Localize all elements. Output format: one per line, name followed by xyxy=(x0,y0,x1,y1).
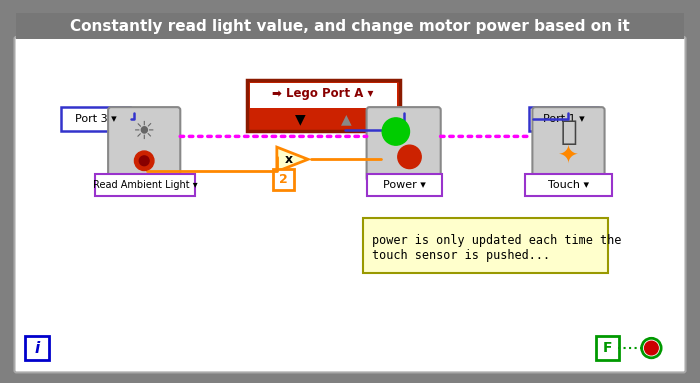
Text: ▲: ▲ xyxy=(340,112,351,126)
Text: power is only updated each time the
touch sensor is pushed...: power is only updated each time the touc… xyxy=(372,234,622,262)
FancyBboxPatch shape xyxy=(95,174,195,196)
Text: ▼: ▼ xyxy=(295,112,306,126)
Text: i: i xyxy=(34,340,39,355)
Circle shape xyxy=(139,156,149,166)
FancyBboxPatch shape xyxy=(596,336,620,360)
FancyBboxPatch shape xyxy=(524,174,612,196)
Text: x: x xyxy=(284,153,293,166)
FancyBboxPatch shape xyxy=(533,107,605,181)
Text: Touch ▾: Touch ▾ xyxy=(548,180,589,190)
FancyBboxPatch shape xyxy=(108,107,181,181)
Polygon shape xyxy=(276,147,308,172)
Text: Port 3 ▾: Port 3 ▾ xyxy=(75,114,116,124)
Text: Read Ambient Light ▾: Read Ambient Light ▾ xyxy=(93,180,197,190)
Text: F: F xyxy=(603,341,612,355)
FancyBboxPatch shape xyxy=(62,107,130,131)
FancyBboxPatch shape xyxy=(529,107,598,131)
Circle shape xyxy=(382,118,410,145)
Text: Constantly read light value, and change motor power based on it: Constantly read light value, and change … xyxy=(70,19,630,34)
FancyBboxPatch shape xyxy=(367,107,441,181)
Circle shape xyxy=(645,341,658,355)
FancyBboxPatch shape xyxy=(25,336,48,360)
FancyBboxPatch shape xyxy=(273,169,295,190)
FancyBboxPatch shape xyxy=(249,83,397,108)
FancyBboxPatch shape xyxy=(246,80,400,131)
Circle shape xyxy=(642,338,661,358)
FancyBboxPatch shape xyxy=(16,13,684,39)
Text: ➡ Lego Port A ▾: ➡ Lego Port A ▾ xyxy=(272,87,374,100)
FancyBboxPatch shape xyxy=(15,37,685,372)
Text: ⧗: ⧗ xyxy=(560,118,577,146)
Text: Power ▾: Power ▾ xyxy=(383,180,426,190)
Text: ✦: ✦ xyxy=(558,145,579,169)
Circle shape xyxy=(398,145,421,169)
FancyBboxPatch shape xyxy=(367,174,442,196)
Text: 2: 2 xyxy=(279,173,288,186)
Text: ☀: ☀ xyxy=(133,119,155,144)
Circle shape xyxy=(134,151,154,170)
FancyBboxPatch shape xyxy=(363,218,608,273)
Text: Port 1 ▾: Port 1 ▾ xyxy=(542,114,584,124)
